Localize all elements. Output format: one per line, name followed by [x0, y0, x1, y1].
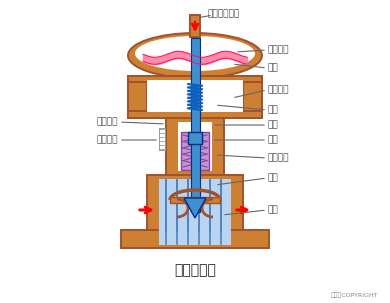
Text: 阀座: 阀座 [268, 205, 279, 215]
Bar [181, 132, 209, 170]
Bar [188, 132, 202, 144]
Bar [128, 76, 262, 82]
Text: 膜室下腔: 膜室下腔 [268, 85, 289, 95]
Text: 行程指针: 行程指针 [96, 118, 118, 126]
Bar [159, 179, 231, 233]
Bar [121, 230, 269, 248]
Bar [147, 80, 243, 112]
Ellipse shape [128, 33, 262, 78]
Bar [166, 118, 224, 175]
Text: 膜片: 膜片 [268, 64, 279, 72]
Text: 推杆: 推杆 [268, 121, 279, 129]
Ellipse shape [135, 36, 255, 71]
Polygon shape [184, 198, 206, 218]
Text: 密封填料: 密封填料 [268, 154, 289, 162]
Text: 东方仿COPYRIGHT: 东方仿COPYRIGHT [330, 292, 378, 298]
Bar [170, 197, 220, 203]
Text: 弹簧: 弹簧 [268, 105, 279, 115]
Bar [147, 175, 243, 237]
Bar [178, 122, 212, 171]
Text: 阀杆: 阀杆 [268, 135, 279, 145]
Bar [128, 111, 262, 118]
Text: 阀芯: 阀芯 [268, 174, 279, 182]
Bar [243, 76, 262, 118]
Bar [159, 233, 231, 245]
Text: 气动薄膜阀: 气动薄膜阀 [174, 263, 216, 277]
Text: 压力信号入口: 压力信号入口 [207, 9, 239, 18]
Bar [128, 76, 147, 118]
Bar [191, 38, 200, 212]
Text: 膜室上腔: 膜室上腔 [268, 45, 289, 55]
Text: 行程刻度: 行程刻度 [96, 135, 118, 145]
Bar [159, 128, 165, 150]
Bar [190, 15, 200, 37]
